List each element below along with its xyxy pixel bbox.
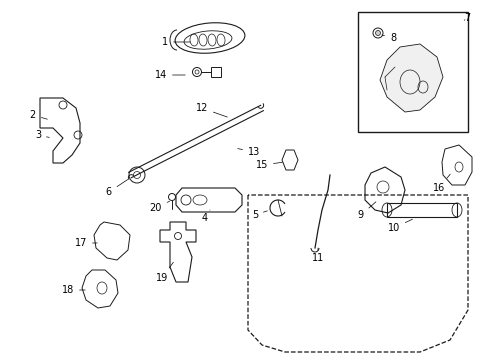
Text: 5: 5 [251,210,267,220]
Text: 10: 10 [387,219,412,233]
Text: 4: 4 [202,210,209,223]
Bar [357,12,467,132]
Text: 9: 9 [357,202,375,220]
Text: 6: 6 [106,180,127,197]
Text: 14: 14 [154,70,185,80]
Ellipse shape [375,31,380,36]
Text: 1: 1 [162,37,190,47]
Text: 16: 16 [432,174,449,193]
Text: 2: 2 [30,110,47,120]
Text: 8: 8 [381,33,395,43]
Text: 12: 12 [195,103,227,117]
Text: 19: 19 [156,262,173,283]
Text: 15: 15 [255,160,282,170]
Text: 17: 17 [75,238,97,248]
Text: 20: 20 [149,201,169,213]
Text: 13: 13 [237,147,260,157]
Polygon shape [379,44,442,112]
Text: 11: 11 [311,248,324,263]
Text: 7: 7 [463,13,469,23]
Text: 3: 3 [35,130,49,140]
Text: 18: 18 [61,285,85,295]
